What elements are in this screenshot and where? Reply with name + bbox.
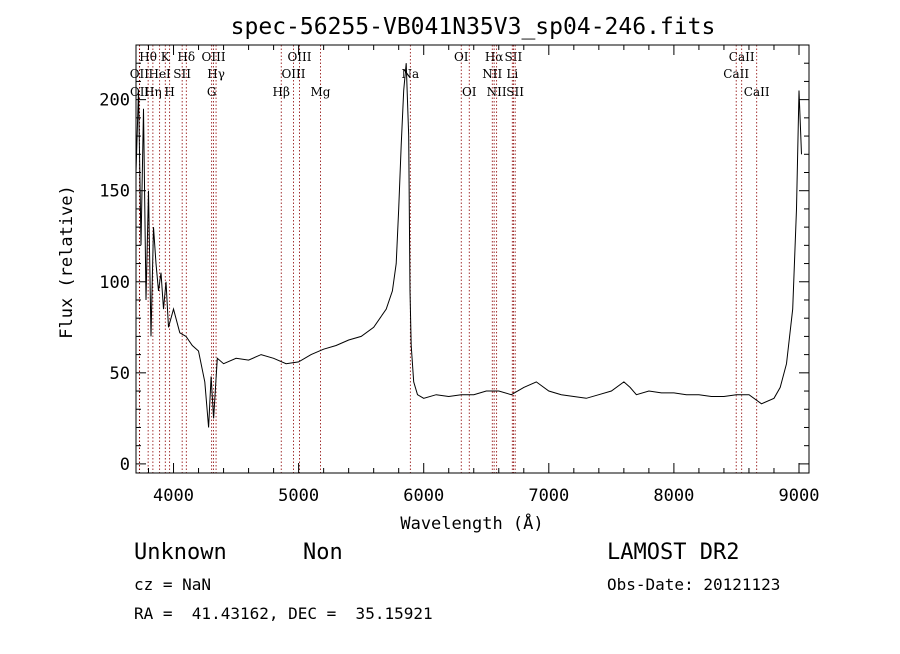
redshift-label: cz = NaN (134, 575, 211, 594)
x-tick-label: 4000 (153, 486, 194, 506)
line-marker-label: OI (454, 50, 469, 64)
x-axis-ticks: 4000 5000 6000 7000 8000 9000 (148, 45, 820, 506)
line-marker-label: NII (482, 67, 502, 81)
line-marker-label: K (161, 50, 171, 64)
obs-date-label: Obs-Date: 20121123 (607, 575, 780, 594)
line-marker-label: OIII (202, 50, 226, 64)
line-marker-label: CaII (744, 85, 770, 99)
spectrum-line (135, 63, 802, 428)
x-axis-label: Wavelength (Å) (400, 512, 543, 534)
x-tick-label: 9000 (779, 486, 820, 506)
line-marker-label: SII (506, 85, 524, 99)
line-marker-label: OIII (281, 67, 305, 81)
y-axis-label: Flux (relative) (57, 185, 77, 339)
chart-title: spec-56255-VB041N35V3_sp04-246.fits (231, 14, 716, 40)
line-marker-label: HeI (148, 67, 171, 81)
line-marker-label: OI (462, 85, 477, 99)
line-marker-label: H (164, 85, 174, 99)
line-marker-label: SII (173, 67, 191, 81)
line-marker-label: Hη (144, 85, 162, 99)
y-tick-label: 100 (99, 273, 130, 293)
line-marker-label: Hα (485, 50, 504, 64)
y-tick-label: 150 (99, 182, 130, 202)
line-marker-label: Hθ (139, 50, 157, 64)
line-marker-label: CaII (729, 50, 755, 64)
line-marker-label: Hγ (207, 67, 225, 81)
line-marker-label: Li (506, 67, 518, 81)
spectrum-series (135, 63, 802, 428)
line-marker-label: OII (130, 85, 150, 99)
line-marker-label: Na (402, 67, 420, 81)
line-marker-label: G (207, 85, 217, 99)
subclass-label: Non (303, 540, 343, 565)
class-label: Unknown (134, 540, 227, 565)
line-marker-label: OIII (287, 50, 311, 64)
plot-frame (135, 44, 810, 474)
x-tick-label: 6000 (403, 486, 444, 506)
line-marker-label: SII (505, 50, 523, 64)
y-tick-label: 0 (120, 455, 130, 475)
line-marker-label: CaII (723, 67, 749, 81)
survey-label: LAMOST DR2 (607, 540, 739, 565)
x-tick-label: 8000 (653, 486, 694, 506)
y-tick-label: 200 (99, 91, 130, 111)
x-tick-label: 5000 (278, 486, 319, 506)
y-axis-ticks: 0 50 100 150 200 (99, 62, 809, 475)
y-tick-label: 50 (110, 364, 130, 384)
x-tick-label: 7000 (528, 486, 569, 506)
line-marker-label: Hβ (273, 85, 290, 99)
line-marker-label: Hδ (177, 50, 195, 64)
radec-label: RA = 41.43162, DEC = 35.15921 (134, 604, 433, 623)
line-marker-label: Mg (311, 85, 331, 99)
line-marker-label: NII (487, 85, 507, 99)
